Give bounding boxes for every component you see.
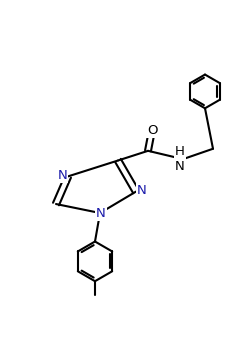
- Text: N: N: [137, 184, 146, 197]
- Text: O: O: [147, 123, 157, 137]
- Text: N: N: [96, 207, 106, 220]
- Text: N: N: [58, 169, 67, 182]
- Text: H
N: H N: [175, 145, 185, 173]
